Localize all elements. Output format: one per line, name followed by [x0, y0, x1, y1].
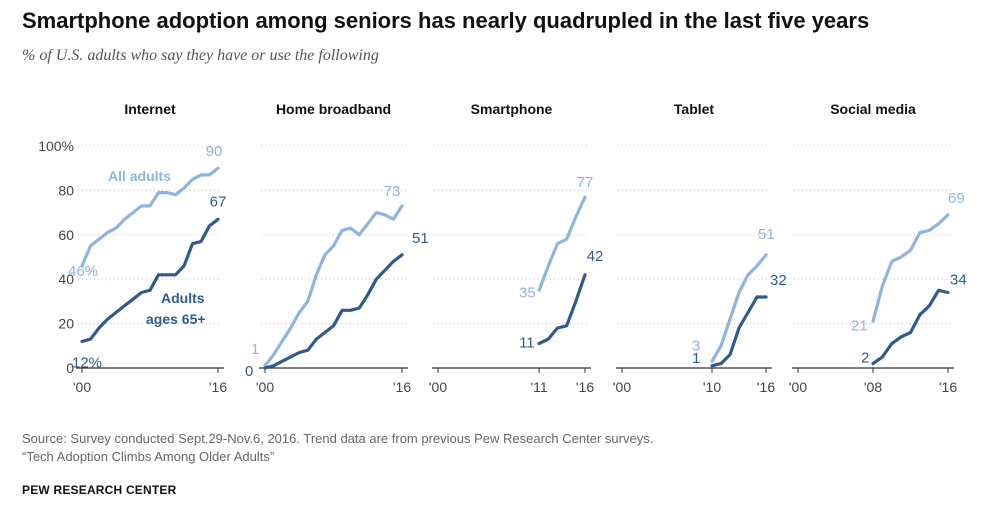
- data-label: 34: [950, 272, 967, 289]
- data-label: 51: [758, 226, 775, 243]
- x-tick-label: '16: [393, 379, 411, 395]
- data-label: 69: [948, 190, 965, 207]
- y-tick-label: 100%: [38, 138, 74, 154]
- data-label: 21: [851, 317, 868, 334]
- data-label: 73: [384, 183, 401, 200]
- x-tick-label: '00: [613, 379, 631, 395]
- all-adults-line: [710, 253, 768, 363]
- data-label: 32: [770, 272, 787, 289]
- x-tick-label: '16: [939, 379, 957, 395]
- data-label: 1: [251, 341, 259, 358]
- seniors-line: [871, 288, 950, 366]
- x-tick-label: '08: [864, 379, 882, 395]
- data-label: 12%: [72, 354, 102, 371]
- panel-title: Home broadband: [276, 101, 391, 117]
- x-tick-label: '00: [429, 379, 447, 395]
- all-adults-line: [263, 204, 404, 368]
- source-line-1: Source: Survey conducted Sept.29-Nov.6, …: [22, 431, 654, 446]
- series-label-seniors-line-1: Adults: [161, 290, 205, 306]
- x-tick-label: '00: [789, 379, 807, 395]
- source-note: Source: Survey conducted Sept.29-Nov.6, …: [22, 430, 653, 466]
- y-tick-label: 80: [58, 182, 74, 198]
- x-tick-label: '11: [530, 379, 547, 395]
- x-tick-label: '10: [703, 379, 721, 395]
- source-line-2: “Tech Adoption Climbs Among Older Adults…: [22, 449, 275, 464]
- seniors-line: [80, 217, 220, 343]
- panel-title: Tablet: [674, 101, 715, 117]
- small-multiples-chart: 100%806040200Internet'00'1646%9012%67Hom…: [38, 101, 967, 395]
- series-label-all-adults: All adults: [108, 168, 171, 184]
- data-label: 0: [245, 363, 253, 380]
- data-label: 42: [587, 248, 604, 265]
- panel-title: Smartphone: [471, 101, 553, 117]
- all-adults-line: [537, 195, 587, 292]
- data-label: 51: [412, 230, 429, 247]
- series-label-seniors-line-2: ages 65+: [146, 311, 206, 327]
- data-label: 77: [577, 174, 594, 191]
- chart-subtitle: % of U.S. adults who say they have or us…: [22, 47, 379, 64]
- data-label: 11: [519, 335, 535, 352]
- seniors-line: [710, 295, 768, 368]
- panel-title: Social media: [830, 101, 916, 117]
- data-label: 3: [692, 337, 700, 354]
- data-label: 67: [210, 193, 227, 210]
- y-tick-label: 40: [58, 271, 74, 287]
- x-tick-label: '16: [209, 379, 227, 395]
- x-tick-label: '00: [256, 379, 274, 395]
- brand-label: PEW RESEARCH CENTER: [22, 483, 177, 497]
- data-label: 2: [861, 350, 869, 367]
- data-label: 90: [206, 143, 223, 160]
- y-tick-label: 60: [58, 227, 74, 243]
- all-adults-line: [80, 166, 220, 268]
- y-tick-label: 0: [66, 360, 74, 376]
- x-tick-label: '16: [757, 379, 775, 395]
- data-label: 35: [519, 284, 536, 301]
- all-adults-line: [871, 213, 950, 323]
- y-tick-label: 20: [58, 316, 74, 332]
- seniors-line: [537, 273, 587, 346]
- data-label: 1: [692, 350, 700, 367]
- chart-title: Smartphone adoption among seniors has ne…: [22, 8, 870, 33]
- seniors-line: [263, 253, 404, 370]
- panel-title: Internet: [124, 101, 176, 117]
- data-label: 46%: [68, 263, 98, 280]
- x-tick-label: '00: [73, 379, 91, 395]
- x-tick-label: '16: [576, 379, 594, 395]
